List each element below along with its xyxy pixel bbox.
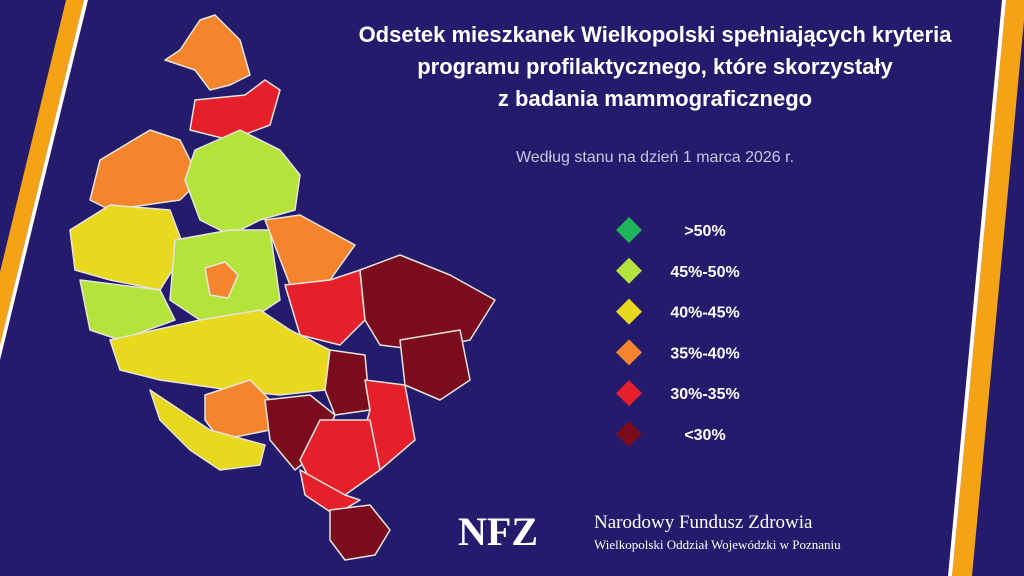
legend-label: <30%	[684, 427, 725, 444]
county	[204, 261, 239, 299]
legend-swatch	[616, 380, 642, 407]
legend-swatch	[616, 421, 642, 447]
subtitle: Według stanu na dzień 1 marca 2026 r.	[516, 149, 794, 166]
decor-stripe	[0, 0, 88, 360]
legend-label: 40%-45%	[670, 305, 739, 322]
branch-name: Wielkopolski Oddział Wojewódzki w Poznan…	[594, 537, 841, 552]
legend-label: 35%-40%	[670, 345, 739, 362]
title: z badania mammograficznego	[498, 86, 812, 111]
legend-label: 30%-35%	[670, 386, 739, 403]
decor-stripe	[948, 0, 1006, 576]
county	[184, 129, 301, 236]
legend-swatch	[616, 257, 642, 284]
legend-swatch	[616, 339, 642, 366]
county	[329, 504, 391, 561]
title: programu profilaktycznego, które skorzys…	[417, 54, 893, 79]
map	[69, 14, 496, 561]
legend-swatch	[616, 298, 642, 325]
county	[149, 389, 266, 471]
logo: NFZ	[458, 509, 538, 554]
legend-label: 45%-50%	[670, 264, 739, 281]
county	[264, 214, 356, 286]
legend-label: >50%	[684, 223, 725, 240]
county	[164, 14, 251, 91]
legend: >50% 45%-50% 40%-45% 35%-40% 30%-35% <30%	[616, 217, 740, 447]
county	[324, 349, 371, 416]
county	[359, 254, 496, 351]
decor-stripe	[952, 0, 1024, 576]
county	[399, 329, 471, 401]
county	[79, 279, 176, 341]
organization-name: Narodowy Fundusz Zdrowia	[594, 512, 813, 533]
legend-swatch	[616, 217, 642, 243]
county	[189, 79, 281, 141]
title: Odsetek mieszkanek Wielkopolski spełniaj…	[359, 22, 953, 47]
